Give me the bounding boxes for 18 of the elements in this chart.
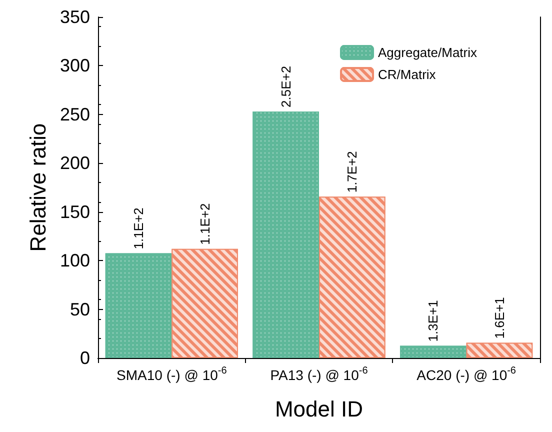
legend-label: Aggregate/Matrix (378, 45, 478, 60)
y-tick-label: 100 (60, 250, 90, 271)
x-axis-title: Model ID (274, 396, 364, 422)
legend-label: CR/Matrix (378, 67, 436, 82)
y-tick-label: 350 (60, 7, 90, 27)
data-label: 1.6E+1 (492, 297, 507, 339)
y-tick-label: 200 (60, 153, 90, 174)
data-label: 1.3E+1 (426, 300, 441, 342)
data-label: 2.5E+2 (278, 66, 294, 108)
y-axis-title: Relative ratio (26, 123, 51, 252)
data-label: 1.7E+2 (344, 151, 360, 193)
y-tick-label: 50 (70, 299, 90, 320)
y-tick-label: 250 (60, 104, 90, 124)
y-tick-label: 300 (60, 56, 90, 76)
data-label: 1.1E+2 (131, 208, 146, 250)
y-tick-label: 150 (60, 202, 90, 222)
data-label: 1.1E+2 (197, 203, 212, 245)
y-tick-label: 0 (80, 348, 90, 368)
